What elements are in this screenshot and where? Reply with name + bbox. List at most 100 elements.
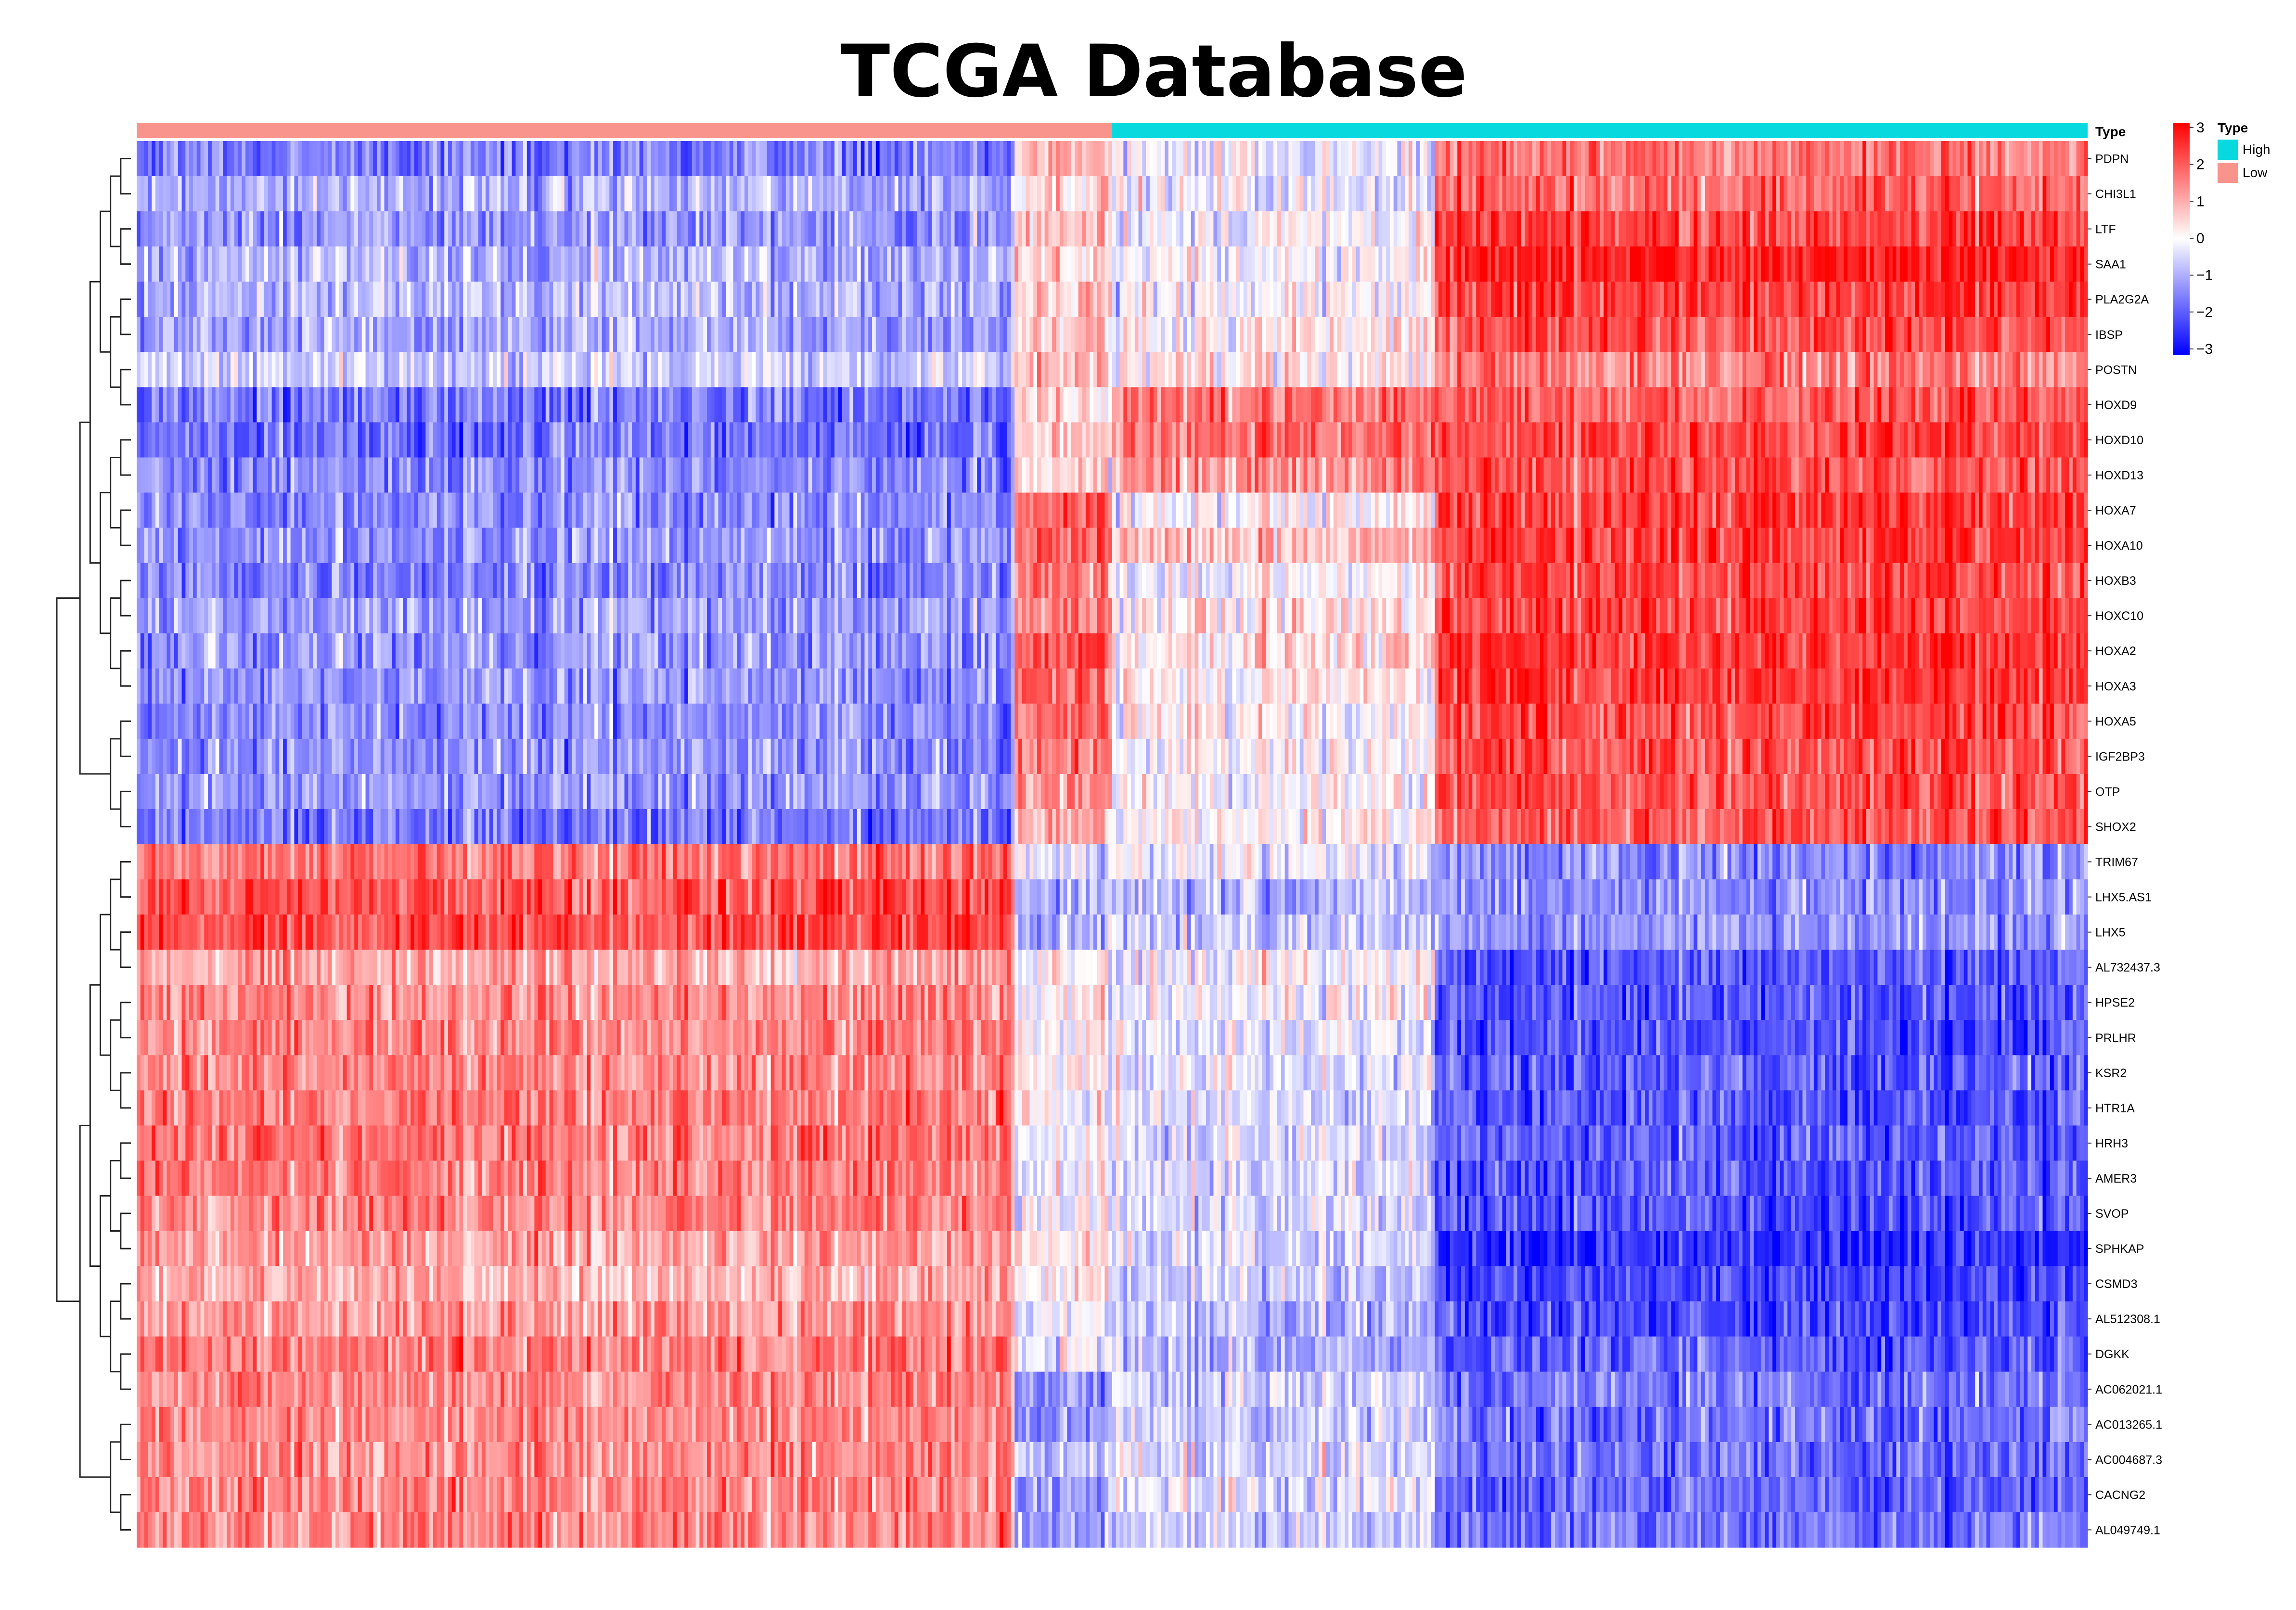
- heatmap-cell: [1438, 176, 1443, 212]
- heatmap-cell: [958, 352, 962, 387]
- heatmap-cell: [541, 457, 546, 493]
- heatmap-cell: [2031, 246, 2036, 282]
- heatmap-cell: [1585, 387, 1589, 423]
- heatmap-cell: [2009, 141, 2013, 177]
- heatmap-cell: [632, 317, 636, 352]
- heatmap-cell: [2061, 387, 2065, 423]
- heatmap-cell: [204, 211, 208, 247]
- heatmap-cell: [541, 422, 546, 458]
- heatmap-cell: [992, 176, 996, 212]
- heatmap-cell: [1521, 387, 1526, 423]
- heatmap-cell: [1859, 317, 1863, 352]
- heatmap-cell: [459, 457, 463, 493]
- heatmap-cell: [1416, 141, 1420, 177]
- heatmap-cell: [1735, 387, 1739, 423]
- heatmap-cell: [1675, 352, 1679, 387]
- heatmap-cell: [238, 282, 242, 317]
- heatmap-cell: [616, 422, 621, 458]
- heatmap-cell: [1052, 422, 1056, 458]
- heatmap-cell: [793, 317, 797, 352]
- heatmap-cell: [1573, 352, 1578, 387]
- heatmap-cell: [538, 457, 542, 493]
- heatmap-cell: [1389, 211, 1394, 247]
- heatmap-cell: [1491, 352, 1495, 387]
- heatmap-cell: [144, 176, 148, 212]
- heatmap-cell: [2039, 317, 2043, 352]
- heatmap-cell: [1829, 211, 1833, 247]
- heatmap-cell: [763, 457, 768, 493]
- heatmap-cell: [144, 246, 148, 282]
- heatmap-cell: [1000, 176, 1004, 212]
- heatmap-cell: [1978, 141, 1983, 177]
- heatmap-cell: [1071, 387, 1075, 423]
- heatmap-cell: [1671, 282, 1676, 317]
- heatmap-cell: [1667, 352, 1672, 387]
- heatmap-cell: [962, 211, 966, 247]
- heatmap-cell: [965, 282, 970, 317]
- heatmap-cell: [1075, 282, 1079, 317]
- heatmap-cell: [2001, 282, 2006, 317]
- heatmap-cell: [1281, 422, 1285, 458]
- heatmap-cell: [1825, 176, 1829, 212]
- heatmap-cell: [902, 352, 906, 387]
- heatmap-cell: [1356, 246, 1360, 282]
- heatmap-cell: [969, 282, 974, 317]
- heatmap-cell: [249, 141, 254, 177]
- heatmap-cell: [2061, 352, 2065, 387]
- heatmap-cell: [1844, 352, 1848, 387]
- heatmap-cell: [275, 317, 280, 352]
- heatmap-cell: [1806, 422, 1810, 458]
- heatmap-cell: [2084, 246, 2088, 282]
- heatmap-cell: [309, 352, 314, 387]
- heatmap-cell: [714, 176, 719, 212]
- heatmap-cell: [669, 387, 674, 423]
- heatmap-cell: [741, 211, 745, 247]
- heatmap-cell: [1161, 211, 1165, 247]
- heatmap-cell: [515, 176, 520, 212]
- heatmap-cell: [1738, 282, 1743, 317]
- heatmap-cell: [1633, 246, 1638, 282]
- heatmap-cell: [1127, 176, 1131, 212]
- heatmap-cell: [1172, 282, 1177, 317]
- heatmap-cell: [1127, 422, 1131, 458]
- heatmap-cell: [170, 387, 175, 423]
- heatmap-cell: [302, 282, 306, 317]
- heatmap-cell: [1791, 176, 1796, 212]
- heatmap-cell: [1978, 211, 1983, 247]
- heatmap-cell: [1585, 352, 1589, 387]
- heatmap-cell: [549, 457, 553, 493]
- heatmap-cell: [1963, 246, 1968, 282]
- heatmap-cell: [324, 422, 329, 458]
- heatmap-cell: [1401, 387, 1405, 423]
- heatmap-cell: [857, 317, 861, 352]
- heatmap-cell: [587, 457, 591, 493]
- heatmap-cell: [1660, 282, 1664, 317]
- heatmap-cell: [616, 457, 621, 493]
- heatmap-cell: [1915, 282, 1919, 317]
- heatmap-cell: [703, 246, 707, 282]
- heatmap-cell: [1330, 317, 1334, 352]
- heatmap-cell: [602, 282, 606, 317]
- heatmap-cell: [894, 422, 899, 458]
- heatmap-cell: [178, 246, 182, 282]
- heatmap-cell: [354, 176, 359, 212]
- heatmap-cell: [1589, 387, 1593, 423]
- heatmap-cell: [1532, 422, 1537, 458]
- heatmap-cell: [2035, 282, 2039, 317]
- heatmap-cell: [1240, 317, 1244, 352]
- heatmap-cell: [560, 246, 565, 282]
- heatmap-cell: [1420, 141, 1424, 177]
- heatmap-cell: [564, 422, 569, 458]
- heatmap-cell: [1558, 422, 1563, 458]
- heatmap-cell: [321, 457, 325, 493]
- heatmap-cell: [283, 422, 287, 458]
- heatmap-cell: [1270, 457, 1274, 493]
- heatmap-cell: [298, 457, 302, 493]
- heatmap-cell: [2001, 211, 2006, 247]
- heatmap-cell: [1829, 176, 1833, 212]
- heatmap-cell: [1667, 317, 1672, 352]
- heatmap-cell: [1401, 176, 1405, 212]
- heatmap-cell: [1341, 176, 1345, 212]
- heatmap-cell: [635, 176, 640, 212]
- heatmap-cell: [1221, 211, 1225, 247]
